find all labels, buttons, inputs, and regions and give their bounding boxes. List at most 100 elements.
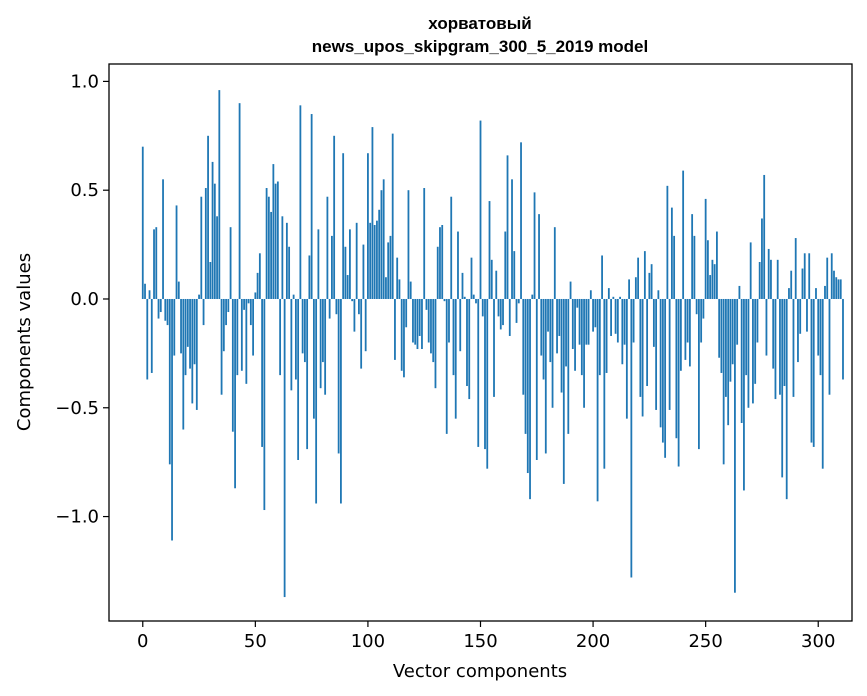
bar [610,298,612,336]
bar [551,298,554,408]
bar [391,133,394,299]
bar [396,257,399,299]
bar [511,179,513,299]
bar [842,298,844,380]
bar [655,298,658,410]
bar [731,298,734,365]
bar [661,298,664,443]
bar [583,298,585,408]
bar [612,296,615,299]
bar [643,251,646,299]
bar [484,298,486,450]
bar [756,298,759,343]
bar [175,205,178,299]
bar [301,298,304,354]
bar [729,298,732,382]
bar [824,285,826,299]
bar [418,298,421,336]
bar [634,277,637,299]
bar [803,253,806,299]
bar [623,298,626,345]
bar [763,174,766,299]
bar [231,298,234,432]
bar [281,216,284,299]
bar [270,211,273,299]
bar [605,298,608,373]
bar [576,298,579,308]
bar [310,114,313,299]
bar [664,298,667,458]
bar [677,298,680,467]
bar [679,298,682,371]
bar [648,272,651,299]
bar [432,298,435,363]
bar [177,281,180,299]
x-axis-ticks: 0 50 100 150 200 250 300 [137,621,835,652]
bar [718,298,721,358]
bar [385,277,387,299]
bar [276,181,279,299]
bar [236,298,239,376]
bar [614,298,617,334]
bar [562,298,565,484]
bar [213,183,216,299]
bar [162,179,164,299]
bar [691,214,694,299]
bar [416,298,419,350]
bar [657,290,660,299]
bar [770,259,772,299]
bar [195,298,198,410]
bar [144,283,146,299]
bar [792,298,795,397]
bar [407,190,410,299]
bar [616,298,619,343]
bar [349,229,351,299]
bar [515,298,518,323]
x-tick-label: 0 [137,631,148,652]
bar [569,281,572,299]
bar [522,298,525,395]
bar [704,198,707,299]
bar [463,296,466,299]
bar [589,290,592,299]
bar [146,298,149,380]
bar [202,298,205,326]
bar [378,209,381,299]
bar [249,298,252,326]
bar [558,298,561,336]
bar [459,298,462,352]
bar [517,298,520,304]
bar [436,246,439,299]
bar [218,90,221,299]
bar [553,227,556,299]
bar [772,298,775,369]
bar [508,298,511,336]
bar [477,298,480,447]
bar [443,298,446,302]
bar [538,214,540,299]
bar [578,298,581,345]
bar [148,290,151,299]
bar [166,298,169,326]
bar [779,298,781,395]
bar [801,268,804,299]
bar [790,270,793,299]
bar [279,298,282,376]
bar [157,298,160,319]
bar [238,103,241,299]
bar [367,153,369,299]
bar [637,257,640,299]
bar [725,298,727,397]
bar [650,264,653,299]
bar [488,201,491,299]
bar [506,155,509,299]
bar [303,298,306,363]
bar [594,298,597,328]
bar [524,298,527,434]
plot-frame [108,63,853,622]
bar [630,298,633,578]
x-tick-label: 100 [351,631,385,652]
bar [189,298,191,369]
bar [520,142,522,299]
